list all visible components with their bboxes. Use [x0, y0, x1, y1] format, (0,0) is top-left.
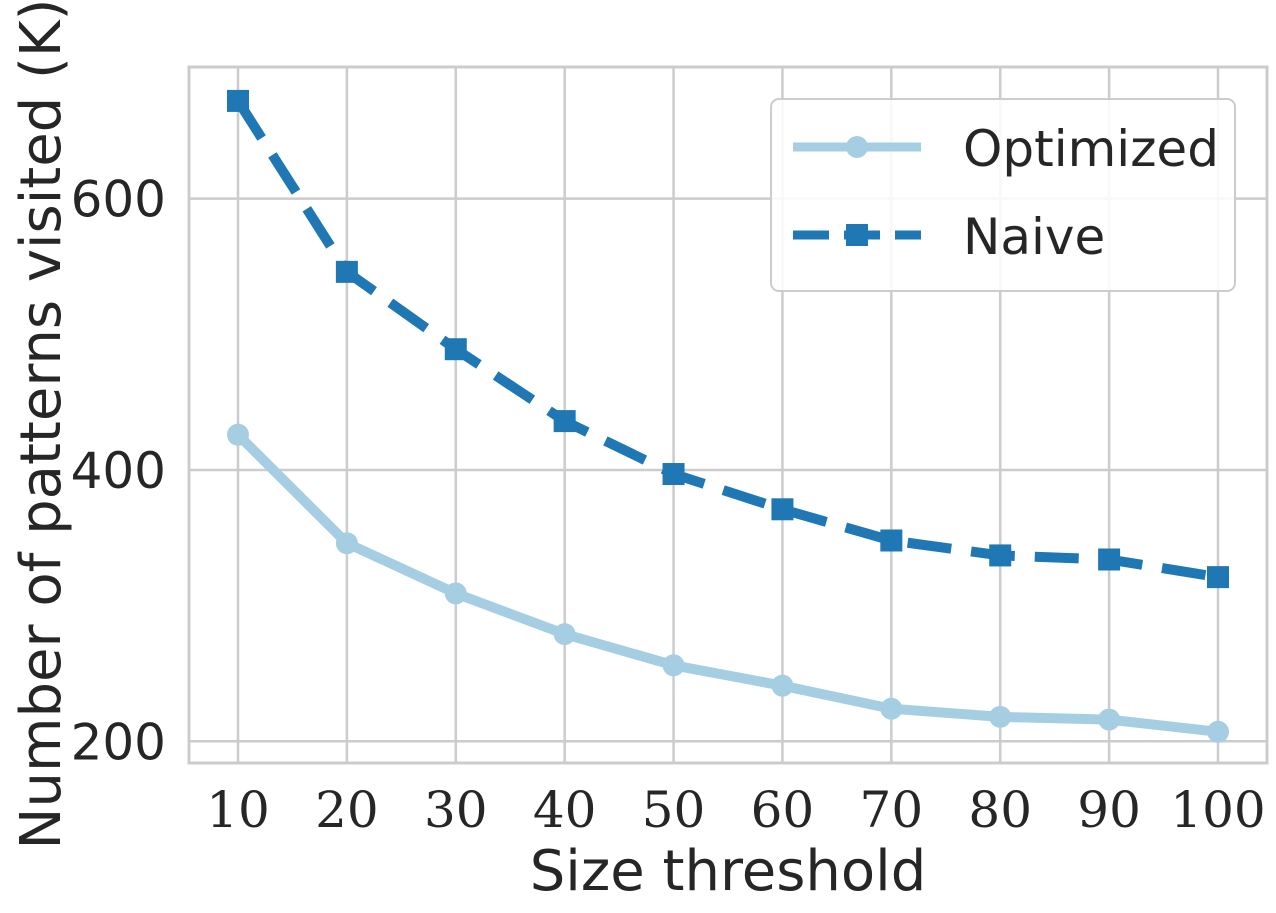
x-tick-label: 90: [1077, 781, 1141, 839]
data-point-optimized: [662, 654, 685, 677]
data-point-optimized: [553, 623, 576, 646]
data-point-naive: [662, 463, 685, 486]
data-point-naive: [444, 338, 467, 361]
series-line-naive: [233, 98, 1219, 583]
series-optimized: [227, 423, 1229, 743]
x-tick-label: 20: [315, 781, 379, 839]
x-tick-labels: 10 20 30 40 50 60 70 80 90 100: [206, 781, 1266, 839]
series-line-optimized: [233, 429, 1223, 737]
series-layer: [227, 89, 1229, 743]
data-point-naive: [1207, 566, 1229, 589]
data-point-naive: [989, 544, 1012, 567]
y-tick-label: 400: [71, 442, 166, 500]
y-tick-labels: 200 400 600: [71, 171, 166, 772]
legend-label-naive: Naive: [963, 208, 1105, 266]
data-point-optimized: [444, 582, 467, 605]
x-tick-label: 80: [968, 781, 1032, 839]
data-point-optimized: [880, 697, 903, 720]
legend: Optimized Naive: [770, 98, 1236, 292]
data-point-optimized: [771, 674, 794, 697]
data-point-naive: [880, 529, 903, 552]
x-tick-label: 50: [642, 781, 706, 839]
legend-marker-naive: [846, 224, 868, 246]
data-point-naive: [1098, 548, 1121, 571]
legend-label-optimized: Optimized: [963, 120, 1219, 178]
x-tick-label: 40: [533, 781, 597, 839]
x-tick-label: 30: [424, 781, 488, 839]
data-point-naive: [553, 410, 576, 433]
y-tick-label: 200: [71, 713, 166, 771]
data-point-optimized: [1098, 708, 1121, 731]
y-axis-label: Number of patterns visited (K): [9, 0, 74, 849]
legend-marker-optimized: [846, 136, 868, 158]
data-point-naive: [335, 260, 358, 283]
x-axis-label: Size threshold: [530, 839, 926, 904]
y-tick-label: 600: [71, 171, 166, 229]
data-point-optimized: [1207, 720, 1229, 743]
plot-frame: [187, 65, 1269, 765]
data-point-naive: [771, 498, 794, 521]
x-tick-label: 10: [206, 781, 270, 839]
x-tick-label: 60: [751, 781, 815, 839]
data-point-optimized: [227, 423, 249, 446]
data-point-optimized: [989, 705, 1012, 728]
x-tick-label: 100: [1170, 781, 1265, 839]
data-point-naive: [227, 89, 249, 112]
x-tick-label: 70: [860, 781, 924, 839]
series-naive: [227, 89, 1229, 589]
data-point-optimized: [335, 532, 358, 555]
